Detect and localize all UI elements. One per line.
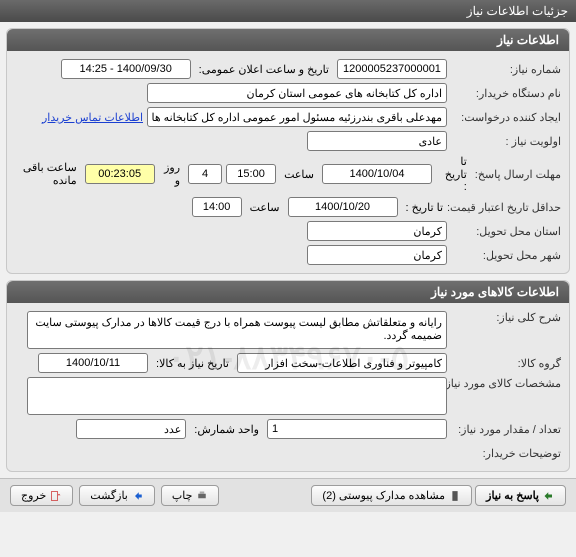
need-info-header: اطلاعات نیاز — [7, 29, 569, 51]
buyer-label: نام دستگاه خریدار: — [451, 87, 561, 100]
exit-icon — [50, 490, 62, 502]
goods-info-panel: اطلاعات کالاهای مورد نیاز شرح کلی نیاز: … — [6, 280, 570, 472]
print-icon — [196, 490, 208, 502]
back-button-label: بازگشت — [90, 489, 128, 502]
priority-label: اولویت نیاز : — [451, 135, 561, 148]
need-date-field[interactable] — [38, 353, 148, 373]
buyer-field[interactable] — [147, 83, 447, 103]
countdown-field — [85, 164, 155, 184]
spec-label: مشخصات کالای مورد نیاز: — [451, 377, 561, 390]
reply-icon — [543, 490, 555, 502]
back-button[interactable]: بازگشت — [79, 485, 155, 506]
spec-field[interactable] — [27, 377, 447, 415]
group-label: گروه کالا: — [451, 357, 561, 370]
announce-label: تاریخ و ساعت اعلان عمومی: — [195, 63, 333, 76]
exit-button[interactable]: خروج — [10, 485, 73, 506]
window-titlebar: جزئیات اطلاعات نیاز — [0, 0, 576, 22]
priority-field[interactable] — [307, 131, 447, 151]
qty-label: تعداد / مقدار مورد نیاز: — [451, 423, 561, 436]
window-title: جزئیات اطلاعات نیاز — [467, 4, 568, 18]
deadline-time-field[interactable] — [226, 164, 276, 184]
group-field[interactable] — [237, 353, 447, 373]
buyer-notes-label: توضیحات خریدار: — [451, 447, 561, 460]
buyer-contact-link[interactable]: اطلاعات تماس خریدار — [42, 111, 143, 124]
days-field[interactable] — [188, 164, 222, 184]
time-label-2: ساعت — [246, 201, 284, 214]
print-button[interactable]: چاپ — [161, 485, 220, 506]
price-valid-date-field[interactable] — [288, 197, 398, 217]
need-no-field[interactable] — [337, 59, 447, 79]
to-date-label-2: تا تاریخ : — [402, 201, 447, 214]
price-valid-time-field[interactable] — [192, 197, 242, 217]
reply-button-label: پاسخ به نیاز — [486, 489, 539, 502]
goods-info-header: اطلاعات کالاهای مورد نیاز — [7, 281, 569, 303]
need-date-label: تاریخ نیاز به کالا: — [152, 357, 233, 370]
exit-button-label: خروج — [21, 489, 46, 502]
attachments-button[interactable]: مشاهده مدارک پیوستی (2) — [311, 485, 472, 506]
deadline-date-field[interactable] — [322, 164, 432, 184]
desc-field[interactable] — [27, 311, 447, 349]
price-valid-label: حداقل تاریخ اعتبار قیمت: — [451, 201, 561, 214]
deadline-label: مهلت ارسال پاسخ: — [475, 168, 561, 181]
attachment-icon — [449, 490, 461, 502]
print-button-label: چاپ — [172, 489, 193, 502]
desc-label: شرح کلی نیاز: — [451, 311, 561, 324]
creator-field[interactable] — [147, 107, 447, 127]
deliv-prov-label: استان محل تحویل: — [451, 225, 561, 238]
qty-field[interactable] — [267, 419, 447, 439]
remain-label: ساعت باقی مانده — [15, 161, 81, 187]
announce-field[interactable] — [61, 59, 191, 79]
deliv-prov-field[interactable] — [307, 221, 447, 241]
deliv-city-label: شهر محل تحویل: — [451, 249, 561, 262]
days-label: روز و — [159, 161, 184, 187]
back-icon — [132, 490, 144, 502]
unit-field[interactable] — [76, 419, 186, 439]
time-label-1: ساعت — [280, 168, 318, 181]
need-info-panel: اطلاعات نیاز شماره نیاز: تاریخ و ساعت اع… — [6, 28, 570, 274]
unit-label: واحد شمارش: — [190, 423, 263, 436]
creator-label: ایجاد کننده درخواست: — [451, 111, 561, 124]
footer-bar: پاسخ به نیاز مشاهده مدارک پیوستی (2) چاپ… — [0, 478, 576, 512]
to-date-label: تا تاریخ : — [436, 155, 471, 193]
deliv-city-field[interactable] — [307, 245, 447, 265]
attachments-button-label: مشاهده مدارک پیوستی (2) — [322, 489, 445, 502]
need-no-label: شماره نیاز: — [451, 63, 561, 76]
reply-button[interactable]: پاسخ به نیاز — [475, 485, 566, 506]
